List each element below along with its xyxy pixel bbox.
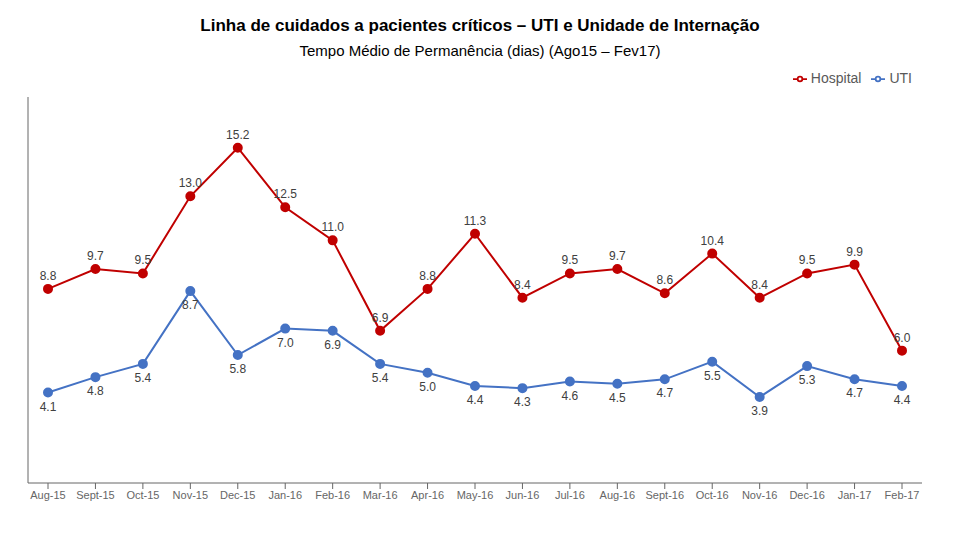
svg-text:4.6: 4.6: [562, 389, 579, 403]
svg-text:Nov-15: Nov-15: [173, 489, 208, 501]
svg-text:Jan-17: Jan-17: [838, 489, 872, 501]
svg-text:9.7: 9.7: [87, 249, 104, 263]
svg-text:9.9: 9.9: [846, 245, 863, 259]
svg-text:9.5: 9.5: [135, 253, 152, 267]
html-text:Hospital: Hospital: [810, 70, 862, 86]
svg-text:Aug-15: Aug-15: [30, 489, 65, 501]
svg-text:Jul-16: Jul-16: [555, 489, 585, 501]
svg-text:4.4: 4.4: [894, 393, 911, 407]
svg-text:Sept-16: Sept-16: [646, 489, 685, 501]
svg-text:6.0: 6.0: [894, 331, 911, 345]
svg-text:Nov-16: Nov-16: [742, 489, 777, 501]
svg-text:4.4: 4.4: [467, 393, 484, 407]
svg-text:5.4: 5.4: [372, 371, 389, 385]
svg-text:10.4: 10.4: [701, 234, 725, 248]
svg-text:Oct-15: Oct-15: [126, 489, 159, 501]
svg-text:11.3: 11.3: [464, 214, 487, 228]
svg-text:4.5: 4.5: [609, 391, 626, 405]
svg-text:7.0: 7.0: [277, 336, 294, 350]
svg-text:Mar-16: Mar-16: [363, 489, 398, 501]
svg-text:6.9: 6.9: [324, 338, 341, 352]
svg-text:4.3: 4.3: [514, 395, 531, 409]
svg-text:8.6: 8.6: [656, 273, 673, 287]
svg-text:9.5: 9.5: [799, 253, 816, 267]
svg-text:4.7: 4.7: [846, 386, 863, 400]
svg-text:12.5: 12.5: [274, 187, 298, 201]
svg-text:Sept-15: Sept-15: [76, 489, 115, 501]
svg-text:8.4: 8.4: [514, 278, 531, 292]
svg-text:Apr-16: Apr-16: [411, 489, 444, 501]
svg-text:3.9: 3.9: [751, 404, 768, 418]
svg-text:5.3: 5.3: [799, 373, 816, 387]
svg-text:8.8: 8.8: [40, 269, 57, 283]
svg-text:9.7: 9.7: [609, 249, 626, 263]
svg-text:Jan-16: Jan-16: [268, 489, 302, 501]
html-text:UTI: UTI: [889, 70, 912, 86]
svg-text:5.8: 5.8: [229, 362, 246, 376]
svg-text:Dec-15: Dec-15: [220, 489, 255, 501]
svg-text:5.0: 5.0: [419, 380, 436, 394]
svg-text:Oct-16: Oct-16: [696, 489, 729, 501]
svg-text:6.9: 6.9: [372, 311, 389, 325]
svg-text:8.7: 8.7: [182, 298, 199, 312]
svg-text:8.8: 8.8: [419, 269, 436, 283]
svg-text:5.4: 5.4: [135, 371, 152, 385]
html-text:Tempo Médio de Permanência (di: Tempo Médio de Permanência (dias) (Ago15…: [299, 42, 661, 59]
svg-text:Feb-16: Feb-16: [315, 489, 350, 501]
svg-text:4.8: 4.8: [87, 384, 104, 398]
svg-text:8.4: 8.4: [751, 278, 768, 292]
svg-text:Feb-17: Feb-17: [885, 489, 920, 501]
svg-text:4.1: 4.1: [40, 400, 57, 414]
svg-text:4.7: 4.7: [656, 386, 673, 400]
svg-text:Jun-16: Jun-16: [506, 489, 540, 501]
svg-text:9.5: 9.5: [562, 253, 579, 267]
svg-text:Aug-16: Aug-16: [600, 489, 635, 501]
svg-text:11.0: 11.0: [321, 220, 344, 234]
html-text:Linha de cuidados a pacientes: Linha de cuidados a pacientes críticos –…: [200, 16, 760, 35]
svg-text:5.5: 5.5: [704, 369, 721, 383]
svg-text:Dec-16: Dec-16: [789, 489, 824, 501]
svg-text:13.0: 13.0: [179, 176, 203, 190]
svg-text:May-16: May-16: [457, 489, 494, 501]
svg-text:15.2: 15.2: [226, 128, 250, 142]
